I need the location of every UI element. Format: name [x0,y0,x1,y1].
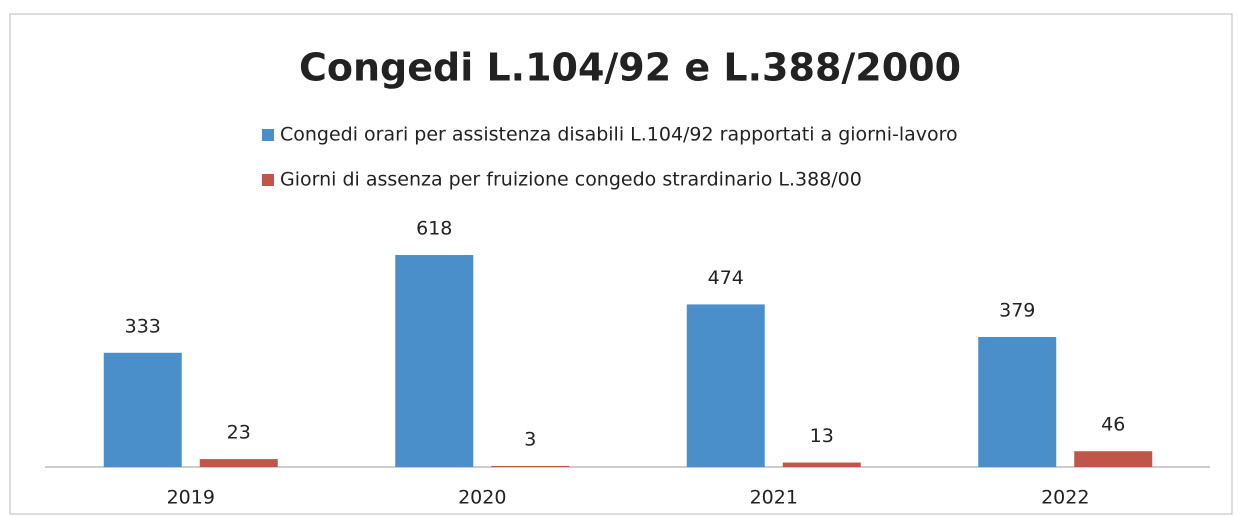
chart-title: Congedi L.104/92 e L.388/2000 [299,46,961,90]
bar [1074,451,1153,467]
legend-label: Congedi orari per assistenza disabili L.… [280,124,958,146]
x-tick-label: 2020 [458,487,506,509]
legend-label: Giorni di assenza per fruizione congedo … [280,169,862,191]
legend-swatch [262,174,274,186]
bar [782,462,861,467]
x-tick-label: 2019 [167,487,215,509]
bar [686,304,765,467]
bar [395,255,474,467]
data-label: 333 [125,315,161,337]
x-tick-label: 2021 [750,487,798,509]
x-tick-label: 2022 [1041,487,1089,509]
bar [978,337,1057,467]
data-label: 46 [1101,414,1125,436]
legend-swatch [262,129,274,141]
data-label: 379 [999,300,1035,322]
bar [491,465,570,467]
bar [103,352,182,467]
bar [199,459,278,467]
data-label: 3 [524,428,536,450]
data-label: 474 [708,267,744,289]
data-label: 13 [810,425,834,447]
data-label: 23 [227,422,251,444]
data-label: 618 [416,218,452,240]
